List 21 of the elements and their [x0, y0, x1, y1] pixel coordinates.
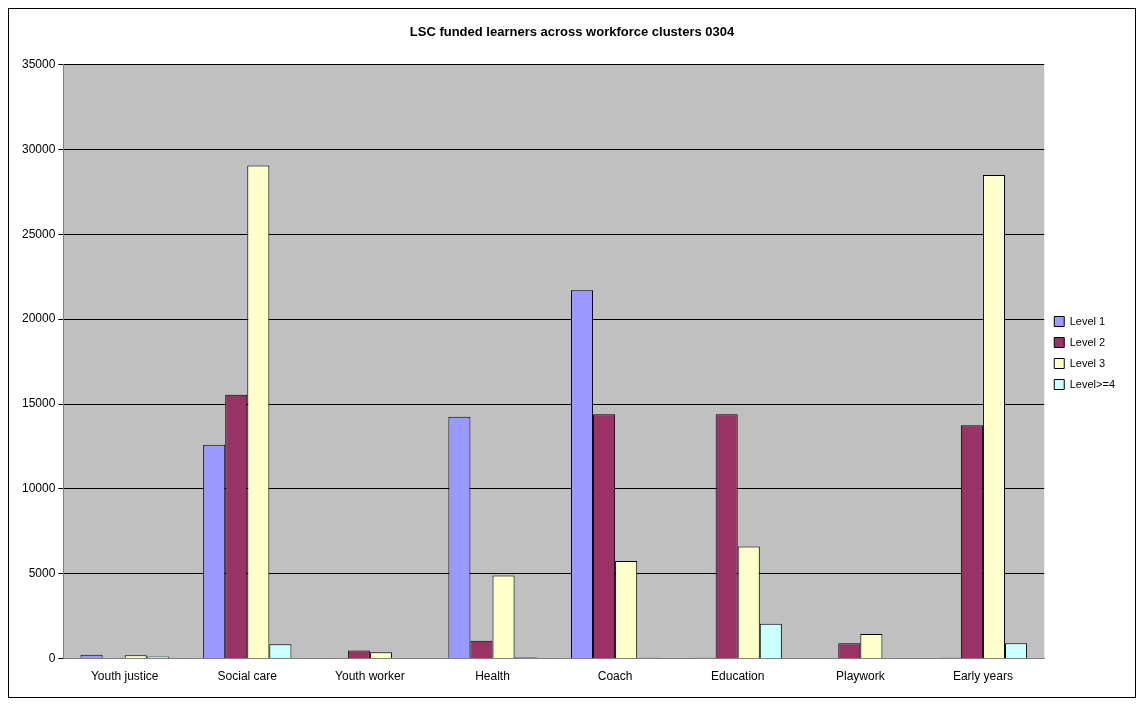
y-tick-label: 15000 — [21, 396, 56, 411]
x-tick-label: Early years — [952, 669, 1013, 684]
x-tick-label: Health — [475, 669, 510, 684]
x-tick-label: Youth worker — [335, 669, 405, 684]
y-tick-label: 0 — [48, 650, 56, 665]
y-tick-label: 20000 — [21, 311, 56, 326]
x-tick-label: Playwork — [835, 669, 886, 684]
y-tick-label: 30000 — [21, 141, 56, 156]
x-tick-label: Education — [711, 669, 765, 684]
x-tick-label: Coach — [597, 669, 633, 684]
legend-label: Level 1 — [1069, 314, 1106, 327]
y-tick-label: 5000 — [28, 566, 56, 581]
legend-label: Level>=4 — [1069, 377, 1115, 390]
y-tick-label: 25000 — [21, 226, 56, 241]
legend-label: Level 3 — [1069, 356, 1106, 369]
x-tick-label: Youth justice — [90, 669, 159, 684]
y-tick-label: 35000 — [21, 56, 56, 71]
x-tick-label: Social care — [217, 669, 278, 684]
y-tick-label: 10000 — [21, 481, 56, 496]
legend-label: Level 2 — [1069, 335, 1106, 348]
chart-title: LSC funded learners across workforce clusters 0304 — [409, 24, 735, 40]
